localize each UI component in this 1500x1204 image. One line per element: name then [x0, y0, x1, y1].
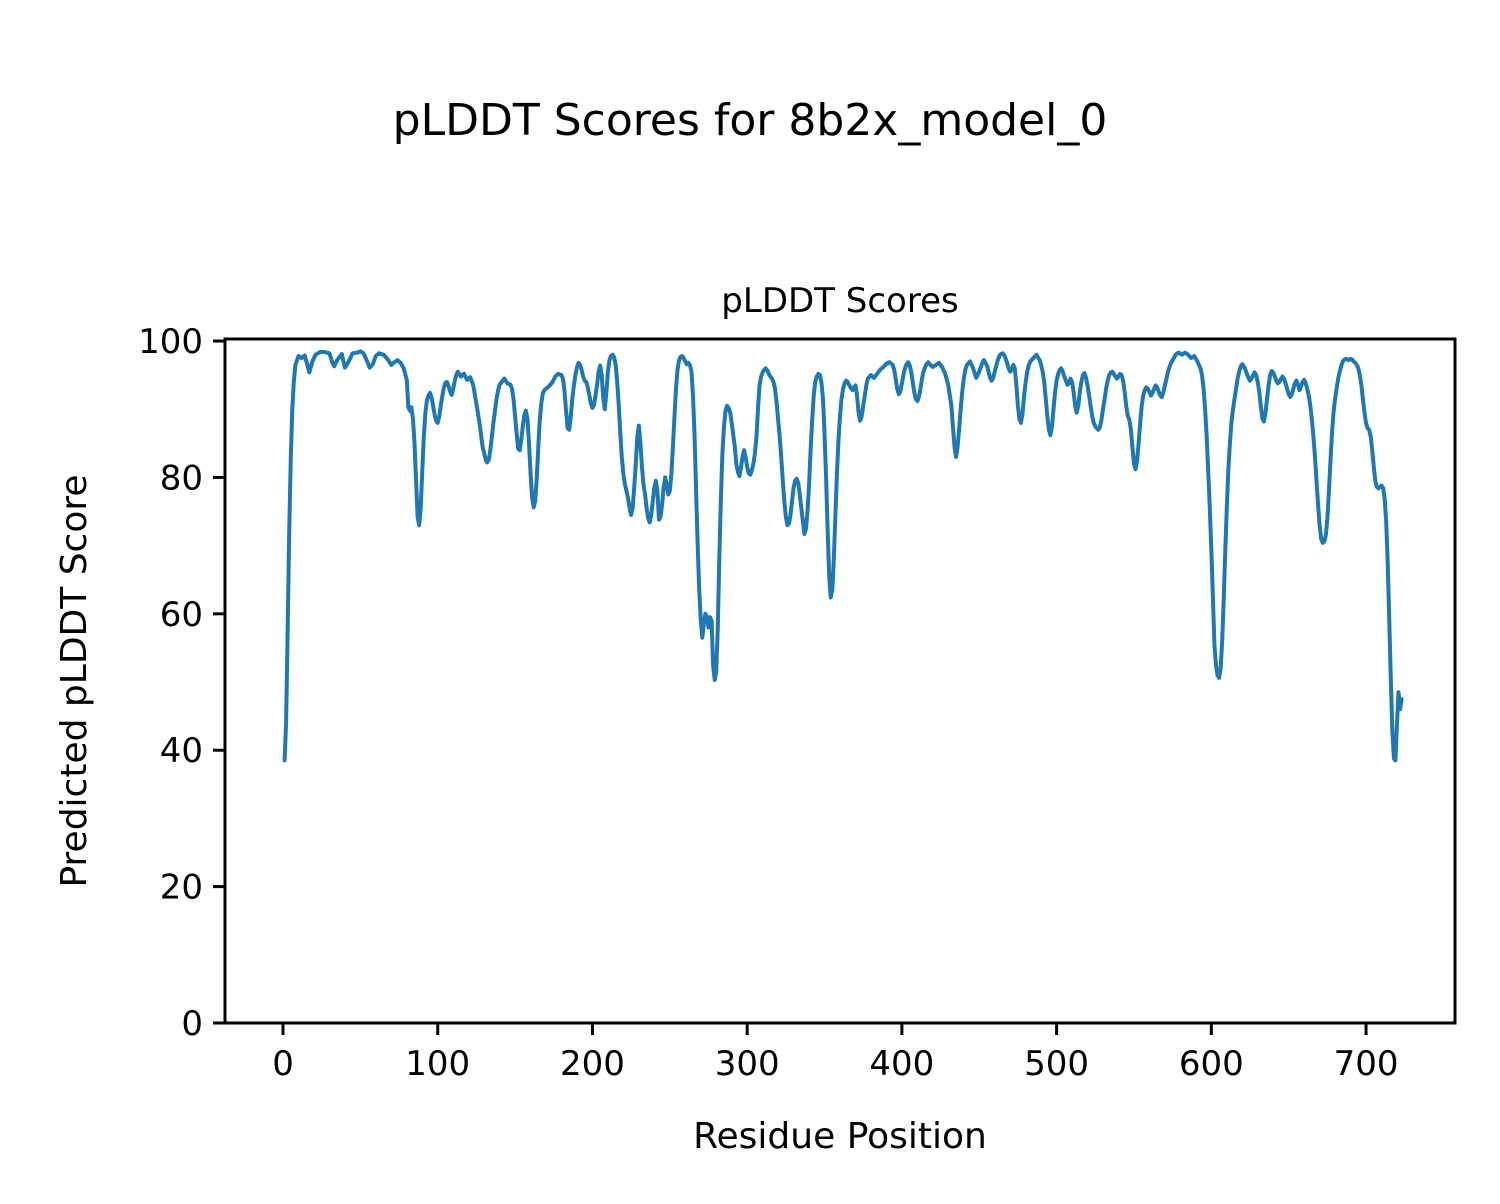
x-tick-label: 100: [405, 1044, 470, 1084]
y-tick-label: 20: [160, 868, 203, 908]
x-tick-label: 500: [1024, 1044, 1089, 1084]
x-tick-label: 0: [272, 1044, 294, 1084]
y-tick-label: 0: [181, 1004, 203, 1044]
y-tick-label: 80: [160, 458, 203, 498]
y-tick-label: 100: [138, 322, 203, 362]
y-tick-label: 60: [160, 595, 203, 635]
plddt-line: [282, 349, 1404, 763]
plddt-line-series: [282, 349, 1404, 763]
x-tick-label: 400: [869, 1044, 934, 1084]
plot-frame: [223, 337, 1457, 1025]
x-tick-label: 600: [1179, 1044, 1244, 1084]
axis-ticks: [213, 339, 1368, 1035]
axes-title: pLDDT Scores: [721, 281, 958, 321]
x-tick-label: 700: [1334, 1044, 1399, 1084]
x-tick-label: 300: [715, 1044, 780, 1084]
y-axis-label: Predicted pLDDT Score: [54, 474, 95, 887]
y-tick-label: 40: [160, 731, 203, 771]
x-tick-label: 200: [560, 1044, 625, 1084]
figure-title: pLDDT Scores for 8b2x_model_0: [393, 95, 1108, 146]
x-axis-label: Residue Position: [693, 1116, 987, 1157]
axis-tick-labels: 0 100 200 300 400 500 600 700 0 20 40 60 80 100: [138, 322, 1398, 1084]
